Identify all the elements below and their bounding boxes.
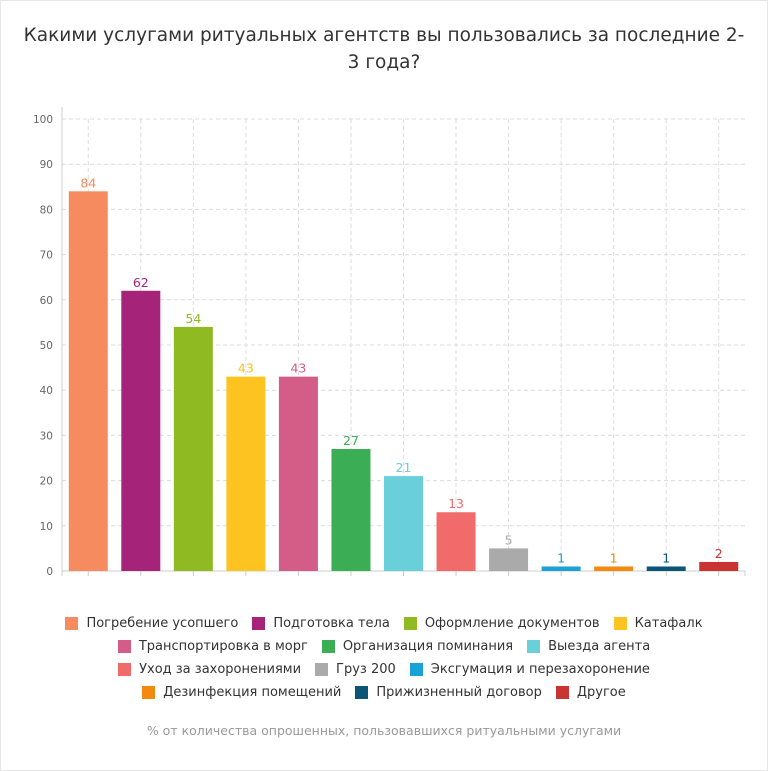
legend-label: Выезда агента: [548, 639, 651, 654]
y-tick-label: 50: [40, 340, 53, 352]
y-tick-label: 10: [40, 521, 53, 533]
data-label: 1: [662, 550, 670, 565]
chart-subtitle: % от количества опрошенных, пользовавших…: [146, 723, 622, 738]
legend-swatch: [142, 686, 156, 699]
y-tick-label: 100: [33, 114, 53, 126]
legend-swatch: [403, 617, 417, 630]
legend-label: Дезинфекция помещений: [163, 685, 342, 700]
legend-swatch: [355, 686, 369, 699]
y-tick-label: 70: [40, 250, 53, 262]
legend-swatch: [117, 640, 131, 653]
legend-label: Уход за захоронениями: [139, 662, 302, 677]
legend-swatch: [118, 663, 132, 676]
legend-label: Оформление документов: [424, 616, 600, 631]
legend-label: Эксгумация и перезахоронение: [430, 662, 650, 677]
legend-item[interactable]: Дезинфекция помещений: [142, 681, 341, 704]
data-label: 43: [290, 361, 306, 376]
bar-7: [384, 476, 423, 571]
bar-13: [699, 561, 739, 571]
bar-4: [226, 376, 266, 571]
chart-title: Какими услугами ритуальных агентств вы п…: [23, 25, 745, 73]
bar-5: [278, 376, 318, 571]
legend-swatch: [613, 617, 627, 630]
y-tick-label: 30: [40, 430, 53, 442]
data-label: 1: [557, 550, 565, 565]
legend-label: Груз 200: [336, 662, 396, 677]
legend-label: Транспортировка в морг: [138, 639, 308, 654]
legend-item[interactable]: Оформление документов: [403, 612, 600, 635]
legend: Погребение усопшего Подготовка тела Оформл…: [30, 612, 738, 704]
bar-3: [173, 326, 213, 571]
legend-item[interactable]: Груз 200: [315, 658, 396, 681]
data-label: 84: [80, 175, 96, 190]
legend-item[interactable]: Транспортировка в морг: [117, 635, 308, 658]
bar-6: [331, 448, 371, 571]
data-label: 13: [448, 496, 464, 511]
legend-swatch: [65, 617, 79, 630]
y-tick-label: 20: [40, 476, 53, 488]
legend-item[interactable]: Эксгумация и перезахоронение: [409, 658, 650, 681]
bar-9: [489, 548, 529, 571]
y-tick-label: 80: [40, 204, 53, 216]
data-label: 2: [715, 546, 723, 561]
legend-item[interactable]: Уход за захоронениями: [118, 658, 301, 681]
legend-item[interactable]: Погребение усопшего: [65, 612, 238, 635]
legend-swatch: [555, 686, 569, 699]
data-label: 43: [238, 361, 254, 376]
legend-swatch: [409, 663, 423, 676]
legend-swatch: [321, 640, 335, 653]
legend-swatch: [252, 617, 266, 630]
legend-item[interactable]: Катафалк: [613, 612, 703, 635]
bar-12: [646, 566, 686, 571]
legend-item[interactable]: Выезда агента: [527, 635, 650, 658]
legend-item[interactable]: Подготовка тела: [252, 612, 390, 635]
bar-10: [541, 566, 581, 571]
data-label: 27: [343, 433, 359, 448]
data-label: 1: [610, 550, 618, 565]
legend-item[interactable]: Другое: [555, 681, 626, 704]
y-tick-label: 60: [40, 295, 53, 307]
legend-label: Погребение усопшего: [86, 616, 239, 631]
bar-1: [68, 191, 108, 571]
bar-8: [436, 512, 476, 571]
legend-label: Прижизненный договор: [376, 685, 542, 700]
data-label: 5: [505, 532, 513, 547]
y-tick-label: 40: [40, 385, 53, 397]
data-label: 62: [133, 275, 149, 290]
legend-item[interactable]: Организация поминания: [321, 635, 514, 658]
y-tick-label: 90: [40, 159, 53, 171]
legend-label: Организация поминания: [342, 639, 514, 654]
bar-11: [594, 566, 634, 571]
legend-item[interactable]: Прижизненный договор: [355, 681, 542, 704]
legend-label: Катафалк: [634, 616, 703, 631]
data-label: 21: [396, 460, 412, 475]
bar-2: [121, 290, 161, 571]
y-tick-label: 0: [46, 566, 53, 578]
legend-swatch: [315, 663, 329, 676]
legend-swatch: [527, 640, 541, 653]
data-label: 54: [185, 311, 201, 326]
legend-label: Другое: [576, 685, 626, 700]
legend-label: Подготовка тела: [273, 616, 390, 631]
